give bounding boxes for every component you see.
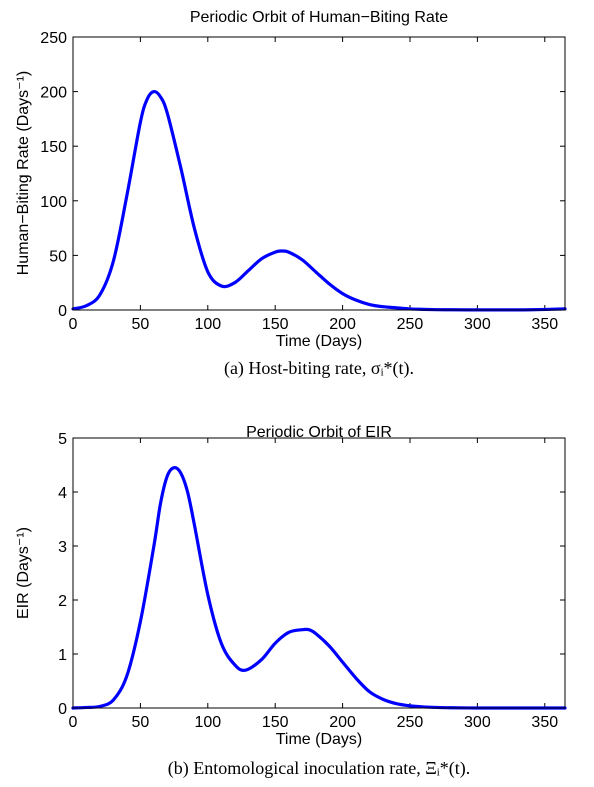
panel-a-xlabel: Time (Days) [276, 333, 363, 350]
panel-a-ticks: 0 50 100 150 200 250 300 350 0 50 100 150 200 250 [40, 30, 565, 333]
panel-b-series-line [71, 466, 567, 710]
panel-b-ytick-label: 4 [58, 485, 67, 502]
panel-b-xtick-label: 50 [131, 714, 149, 731]
panel-b-title: Periodic Orbit of EIR [246, 424, 392, 441]
panel-b-axes-frame [72, 437, 566, 709]
panel-a-ytick-label: 50 [49, 248, 67, 265]
panel-b-xlabel: Time (Days) [276, 731, 363, 748]
panel-a-ytick-label: 150 [40, 139, 67, 156]
panel-b: Periodic Orbit of EIR 0 50 100 150 200 250 300… [15, 424, 567, 779]
panel-b-ytick-label: 1 [58, 647, 67, 664]
panel-b-xtick-label: 0 [69, 714, 78, 731]
panel-a-xtick-label: 350 [531, 316, 558, 333]
panel-a-title: Periodic Orbit of Human−Biting Rate [190, 9, 448, 26]
panel-a-ytick-label: 100 [40, 194, 67, 211]
panel-a-xtick-label: 200 [329, 316, 356, 333]
panel-a-xtick-label: 300 [464, 316, 491, 333]
panel-a-xtick-label: 50 [131, 316, 149, 333]
panel-a-xtick-label: 250 [397, 316, 424, 333]
panel-a-ylabel: Human−Biting Rate (Days⁻¹) [15, 71, 32, 276]
panel-a-xtick-label: 0 [69, 316, 78, 333]
panel-b-xtick-label: 350 [531, 714, 558, 731]
panel-a-series-line [71, 89, 567, 312]
panel-b-ticks: 0 50 100 150 200 250 300 350 0 1 2 3 4 5 [58, 431, 565, 731]
panel-b-xtick-label: 300 [464, 714, 491, 731]
panel-b-ytick-label: 5 [58, 431, 67, 448]
panel-b-xtick-label: 250 [397, 714, 424, 731]
panel-a: Periodic Orbit of Human−Biting Rate 0 50 1… [15, 9, 567, 379]
panel-a-axes-frame [72, 36, 566, 311]
panel-a-ytick-label: 0 [58, 303, 67, 320]
panel-b-caption: (b) Entomological inoculation rate, Ξᵢ*(… [168, 758, 470, 779]
panel-a-caption: (a) Host-biting rate, σᵢ*(t). [224, 358, 414, 379]
panel-b-ytick-label: 2 [58, 593, 67, 610]
panel-a-xtick-label: 150 [262, 316, 289, 333]
panel-b-ytick-label: 0 [58, 701, 67, 718]
panel-a-ytick-label: 250 [40, 30, 67, 47]
panel-a-xtick-label: 100 [194, 316, 221, 333]
panel-b-ytick-label: 3 [58, 539, 67, 556]
panel-b-xtick-label: 150 [262, 714, 289, 731]
panel-b-ylabel: EIR (Days⁻¹) [15, 527, 32, 619]
panel-b-xtick-label: 100 [194, 714, 221, 731]
panel-b-xtick-label: 200 [329, 714, 356, 731]
panel-a-ytick-label: 200 [40, 85, 67, 102]
